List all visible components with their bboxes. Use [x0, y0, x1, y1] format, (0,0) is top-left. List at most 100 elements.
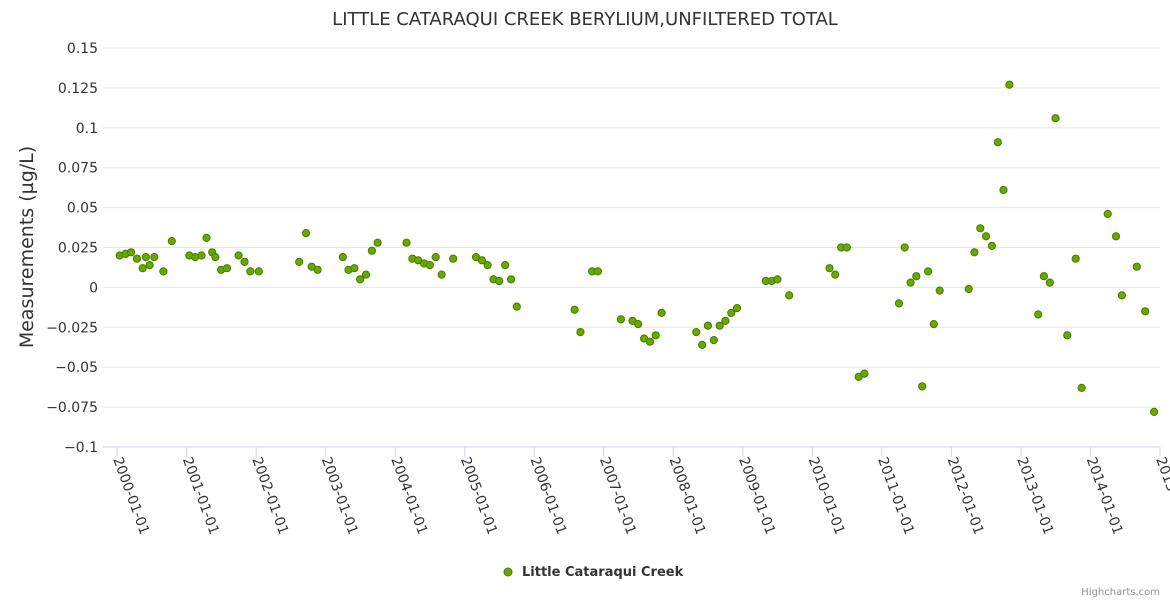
data-point — [246, 267, 255, 276]
y-tick-label: 0.025 — [58, 241, 98, 257]
data-point — [900, 243, 909, 252]
data-point — [211, 253, 220, 262]
data-point — [918, 382, 927, 391]
data-point — [981, 232, 991, 241]
data-point — [1039, 272, 1049, 281]
chart-title: LITTLE CATARAQUI CREEK BERYLIUM,UNFILTER… — [332, 9, 838, 30]
data-point — [1103, 209, 1112, 219]
data-point — [964, 284, 973, 294]
data-point — [1071, 254, 1080, 263]
y-tick-label: 0.15 — [67, 41, 98, 57]
data-point — [1051, 114, 1060, 123]
credits-link[interactable]: Highcharts.com — [1081, 587, 1160, 598]
data-point — [425, 261, 434, 270]
data-point — [593, 267, 603, 276]
data-point — [929, 320, 938, 329]
data-point — [727, 308, 736, 317]
y-axis-label: Measurements (µg/L) — [16, 146, 38, 348]
data-point — [645, 337, 655, 346]
x-tick-label: 2002-01-01 — [248, 455, 291, 537]
y-tick-label: 0.075 — [58, 161, 98, 177]
data-point — [1063, 331, 1072, 340]
data-point — [709, 336, 718, 345]
x-tick-label: 2008-01-01 — [665, 455, 708, 537]
data-point — [1077, 383, 1086, 392]
x-tick-label: 2004-01-01 — [387, 455, 430, 537]
y-tick-label: 0.125 — [58, 81, 98, 97]
data-point — [987, 241, 997, 250]
data-point — [141, 253, 150, 262]
data-point — [1111, 232, 1121, 241]
data-point — [715, 321, 724, 330]
y-tick-label: 0.05 — [67, 201, 98, 217]
x-axis-ticks: 2000-01-01 2001-01-01 2002-01-01 2003-01-01… — [109, 447, 1170, 537]
data-point — [860, 369, 869, 378]
legend-label[interactable]: Little Cataraqui Creek — [522, 565, 684, 580]
data-point — [1005, 80, 1014, 89]
y-tick-label: −0.1 — [64, 440, 98, 456]
data-point — [483, 261, 492, 270]
data-point — [825, 264, 834, 273]
y-tick-label: −0.025 — [46, 320, 98, 336]
x-tick-label: 2000-01-01 — [109, 455, 152, 537]
data-point — [512, 302, 521, 311]
data-point — [495, 276, 504, 286]
data-point — [703, 321, 713, 330]
data-point — [1141, 307, 1150, 316]
data-point — [338, 253, 347, 262]
gridlines — [103, 47, 1160, 448]
x-tick-label: 2010-01-01 — [805, 455, 848, 537]
x-tick-label: 2003-01-01 — [318, 455, 361, 537]
x-tick-label: 2015-01-01 — [1152, 455, 1170, 537]
data-point — [202, 233, 211, 242]
data-point — [145, 261, 154, 270]
y-tick-label: −0.05 — [55, 360, 98, 376]
data-point — [197, 251, 206, 260]
data-point — [721, 316, 730, 325]
data-point — [501, 261, 510, 270]
data-point — [367, 246, 376, 255]
x-tick-label: 2007-01-01 — [596, 455, 639, 537]
data-point — [402, 238, 411, 247]
x-tick-label: 2006-01-01 — [527, 455, 570, 537]
data-point — [773, 275, 782, 284]
data-point — [240, 257, 249, 266]
data-point — [507, 275, 516, 284]
data-point — [1150, 407, 1159, 416]
data-point — [222, 264, 232, 273]
x-tick-label: 2009-01-01 — [735, 455, 778, 537]
y-tick-label: 0 — [89, 280, 98, 296]
data-point — [976, 224, 985, 233]
y-axis-ticks: 0.15 0.125 0.1 0.075 0.05 0.025 0 −0.025 −0.05 −0… — [46, 41, 98, 456]
data-point — [732, 304, 742, 313]
series-points — [115, 80, 1159, 416]
data-point — [1132, 262, 1141, 271]
data-point — [356, 275, 365, 284]
data-point — [159, 267, 168, 276]
data-point — [477, 256, 486, 265]
data-point — [150, 253, 159, 262]
data-point — [698, 340, 707, 349]
data-point — [437, 270, 446, 279]
legend-marker — [503, 567, 513, 577]
data-point — [234, 251, 243, 260]
data-point — [1117, 291, 1127, 300]
x-tick-label: 2013-01-01 — [1013, 455, 1056, 537]
data-point — [576, 328, 585, 337]
data-point — [132, 254, 142, 263]
legend[interactable]: Little Cataraqui Creek — [503, 565, 684, 580]
data-point — [449, 254, 458, 263]
data-point — [313, 265, 322, 274]
x-tick-label: 2005-01-01 — [457, 455, 500, 537]
data-point — [1045, 278, 1054, 287]
data-point — [657, 308, 666, 317]
data-point — [692, 328, 701, 337]
data-point — [935, 286, 944, 295]
data-point — [912, 272, 921, 281]
data-point — [970, 248, 979, 257]
data-point — [651, 331, 660, 340]
data-point — [924, 267, 933, 276]
x-tick-label: 2014-01-01 — [1083, 455, 1126, 537]
data-point — [616, 315, 626, 324]
